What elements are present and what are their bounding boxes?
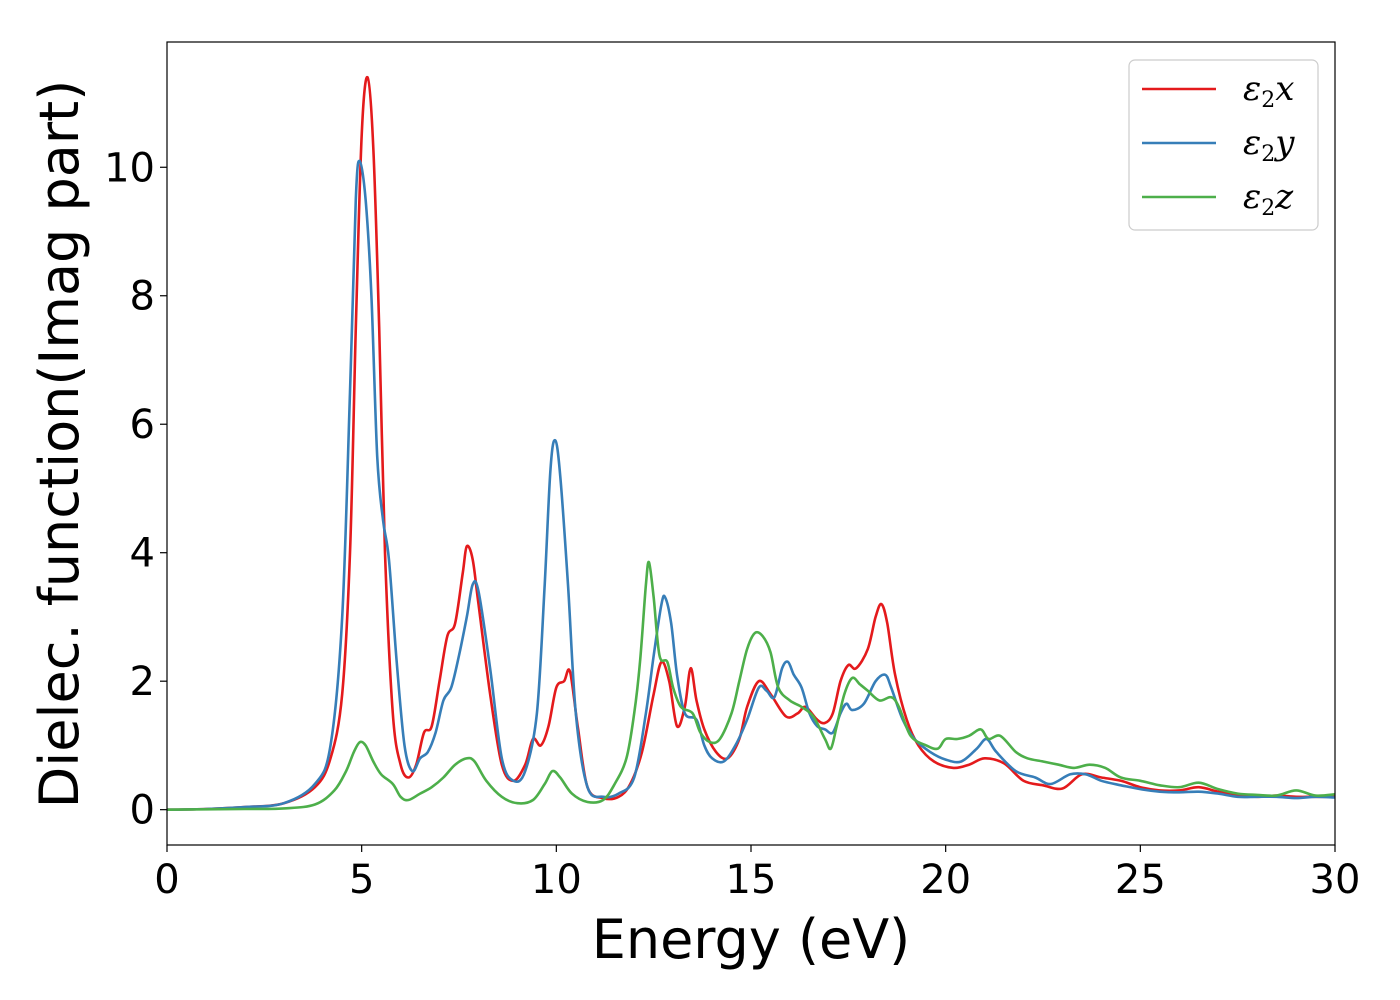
series-line-y <box>166 159 1336 811</box>
legend: ε2x ε2y ε2z <box>1128 59 1319 231</box>
y-tick-label: 8 <box>130 274 155 320</box>
legend-items: ε2x ε2y ε2z <box>1142 69 1295 221</box>
x-tick-label: 10 <box>531 857 582 903</box>
y-tick-label: 10 <box>104 145 155 191</box>
y-tick-label: 2 <box>130 659 155 705</box>
y-tick-label: 6 <box>130 402 155 448</box>
y-tick-label: 4 <box>130 531 155 577</box>
series-line-x <box>166 75 1335 811</box>
x-tick-label: 5 <box>349 857 374 903</box>
x-axis: 0 5 10 15 20 25 30 <box>154 845 1360 903</box>
x-tick-label: 20 <box>920 857 971 903</box>
x-tick-label: 30 <box>1310 857 1361 903</box>
y-tick-label: 0 <box>130 788 155 834</box>
x-tick-label: 25 <box>1115 857 1166 903</box>
legend-label-x: ε2x <box>1243 69 1294 113</box>
series-layer <box>166 75 1336 811</box>
y-axis: 0 2 4 6 8 10 <box>104 145 167 834</box>
x-axis-title: Energy (eV) <box>592 908 911 971</box>
series-line-z <box>166 560 1336 811</box>
legend-label-z: ε2z <box>1243 177 1294 221</box>
y-axis-title: Dielec. function(Imag part) <box>28 80 91 809</box>
legend-label-y: ε2y <box>1243 123 1295 167</box>
x-tick-label: 0 <box>154 857 179 903</box>
legend-box <box>1128 59 1319 231</box>
x-tick-label: 15 <box>726 857 777 903</box>
